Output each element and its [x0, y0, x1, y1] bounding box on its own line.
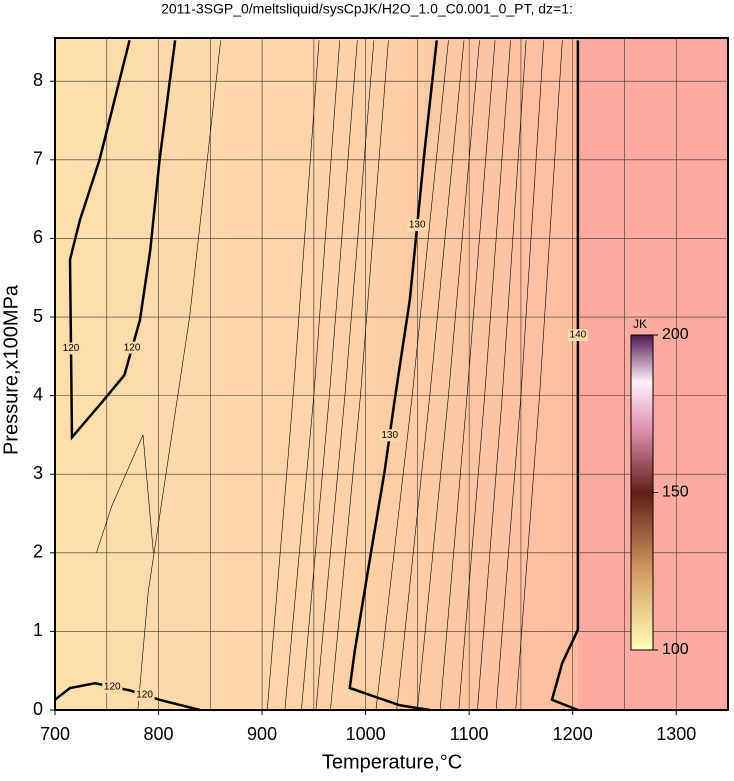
x-tick-label: 800	[144, 724, 174, 744]
x-tick-label: 1200	[553, 724, 593, 744]
minor-contour	[439, 40, 496, 711]
x-tick-label: 1300	[656, 724, 696, 744]
y-tick-label: 6	[33, 227, 43, 247]
minor-contour	[301, 40, 358, 711]
minor-contour	[396, 40, 465, 711]
chart-title: 2011-3SGP_0/meltsliquid/sysCpJK/H2O_1.0_…	[161, 1, 573, 17]
field-low	[55, 38, 578, 710]
y-tick-label: 7	[33, 149, 43, 169]
minor-contour	[266, 40, 320, 711]
contour-label-bg	[379, 429, 400, 442]
y-tick-label: 1	[33, 620, 43, 640]
contour-label-bg	[134, 689, 155, 702]
y-tick-label: 5	[33, 306, 43, 326]
colorbar	[630, 334, 654, 651]
minor-contour	[137, 40, 221, 711]
x-tick-label: 700	[40, 724, 70, 744]
contour-label-bg	[60, 342, 81, 355]
y-tick-label: 8	[33, 70, 43, 90]
minor-contour	[375, 40, 449, 711]
contour-line	[550, 40, 580, 712]
colorbar-tick-label: 150	[662, 484, 689, 501]
contour-label-bg	[407, 219, 428, 232]
minor-contour	[315, 40, 375, 711]
contour-label-bg	[567, 329, 588, 342]
minor-contour	[458, 40, 511, 711]
contour-label: 140	[570, 330, 587, 341]
minor-contour	[96, 434, 154, 553]
y-tick-label: 3	[33, 463, 43, 483]
x-tick-label: 1000	[346, 724, 386, 744]
colorbar-tick-label: 100	[662, 641, 689, 658]
contour-label: 120	[136, 690, 153, 701]
minor-contour	[330, 40, 389, 711]
contour-label-bg	[122, 341, 143, 354]
minor-contour	[284, 40, 341, 711]
colorbar-tick-label: 200	[662, 326, 689, 343]
colorbar-label: JK	[633, 317, 647, 331]
minor-contour	[417, 40, 480, 711]
contour-label: 120	[124, 342, 141, 353]
y-tick-label: 4	[33, 384, 43, 404]
y-tick-label: 2	[33, 542, 43, 562]
contour-label: 130	[381, 430, 398, 441]
x-tick-label: 1100	[450, 724, 489, 744]
contour-label: 130	[409, 220, 426, 231]
minor-contour	[515, 40, 563, 711]
x-tick-label: 900	[247, 724, 277, 744]
contour-label: 120	[104, 681, 121, 692]
minor-contour	[477, 40, 527, 711]
x-axis-label: Temperature,°C	[322, 751, 462, 773]
y-tick-label: 0	[33, 699, 43, 719]
minor-contour	[495, 40, 545, 711]
contour-label-bg	[102, 680, 123, 693]
contour-line	[68, 40, 177, 441]
contour-label: 120	[63, 343, 80, 354]
y-axis-label: Pressure,x100MPa	[0, 284, 22, 455]
plot-frame	[54, 37, 729, 711]
